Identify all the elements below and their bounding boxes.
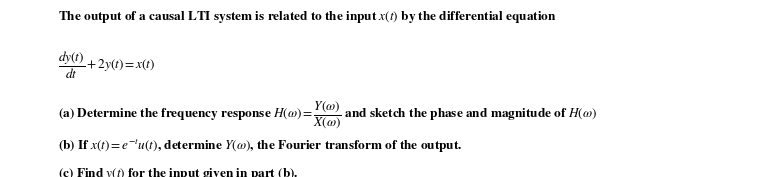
- Text: (a) Determine the frequency response $H(\omega) = \dfrac{Y(\omega)}{X(\omega)}$ : (a) Determine the frequency response $H(…: [58, 99, 597, 130]
- Text: The output of a causal LTI system is related to the input $x(t)$ by the differen: The output of a causal LTI system is rel…: [58, 9, 557, 25]
- Text: $\dfrac{dy(t)}{dt} + 2y(t) = x(t)$: $\dfrac{dy(t)}{dt} + 2y(t) = x(t)$: [58, 50, 155, 81]
- Text: (c) Find $y(t)$ for the input given in part (b).: (c) Find $y(t)$ for the input given in p…: [58, 166, 298, 177]
- Text: (b) If $x(t) = e^{-t}u(t)$, determine $Y(\omega)$, the Fourier transform of the : (b) If $x(t) = e^{-t}u(t)$, determine $Y…: [58, 138, 462, 155]
